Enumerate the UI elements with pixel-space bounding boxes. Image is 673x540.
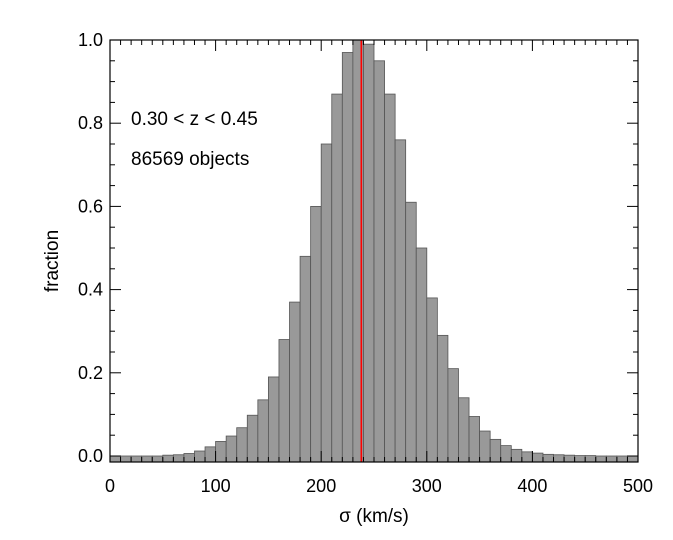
histogram-bar [130,455,143,463]
object-count-annotation: 86569 objects [131,149,249,170]
histogram-bar [162,454,174,463]
histogram-bar [553,454,565,463]
y-tick-labels: 0.0 0.2 0.4 0.6 0.8 1.0 [78,30,103,466]
histogram-bar [246,414,259,463]
histogram-bar [194,450,206,463]
histogram-bar [267,376,280,463]
histogram-bar [489,438,502,463]
histogram-bar [384,93,396,463]
histogram-bar [299,255,312,463]
redshift-range-annotation: 0.30 < z < 0.45 [131,109,258,130]
histogram-bar [595,455,607,463]
x-tick-labels: 0 100 200 300 400 500 [105,476,653,496]
histogram-bar [289,301,301,463]
histogram-bar [141,455,153,463]
histogram-bar [341,52,354,463]
histogram-bar [320,143,333,463]
histogram-bar [215,441,227,463]
histogram-bar [521,451,533,463]
histogram-bar [627,455,639,463]
histogram-bar [204,446,216,463]
y-tick-label: 0.0 [78,446,103,466]
histogram-bar [436,334,449,463]
y-axis-label: fraction [42,230,63,292]
histogram-bar [542,453,554,463]
axis-ticks [109,39,639,462]
y-tick-label: 0.2 [78,363,103,383]
histogram-bar [447,368,459,463]
histogram-bar [310,205,322,463]
x-tick-label: 200 [306,476,336,496]
histogram-bar [605,455,618,463]
histogram-bar [363,43,375,463]
x-tick-label: 400 [517,476,547,496]
histogram-bar [151,455,164,463]
histogram-bar [584,455,597,463]
histogram-bar [172,454,185,463]
histogram-bar [468,416,481,463]
x-tick-label: 100 [201,476,231,496]
histogram-bar [415,247,428,463]
histogram-bar [331,93,343,463]
y-tick-label: 1.0 [78,30,103,50]
histogram-bar [458,397,470,463]
x-tick-label: 300 [412,476,442,496]
x-axis-label: σ (km/s) [339,506,409,527]
histogram-bar [479,430,491,463]
histogram-bar [120,455,132,463]
y-tick-label: 0.4 [78,280,103,300]
histogram-bar [616,455,628,463]
histogram-bar [109,455,121,463]
histogram-bar [394,139,407,463]
y-tick-label: 0.6 [78,196,103,216]
x-tick-label: 0 [105,476,115,496]
histogram-bar [225,435,238,463]
histogram-bar [373,60,385,463]
histogram-bar [500,445,512,463]
histogram-bar [510,448,523,463]
histogram-bar [257,399,269,463]
histogram-bars [109,39,639,463]
histogram-bar [236,427,248,463]
histogram-bar [532,452,544,463]
y-tick-label: 0.8 [78,113,103,133]
x-tick-label: 500 [623,476,653,496]
histogram-bar [563,454,576,463]
histogram-bar [183,453,195,463]
histogram-bar [278,339,290,463]
histogram-bar [405,201,417,463]
histogram-bar [574,455,586,463]
histogram-bar [426,297,438,463]
